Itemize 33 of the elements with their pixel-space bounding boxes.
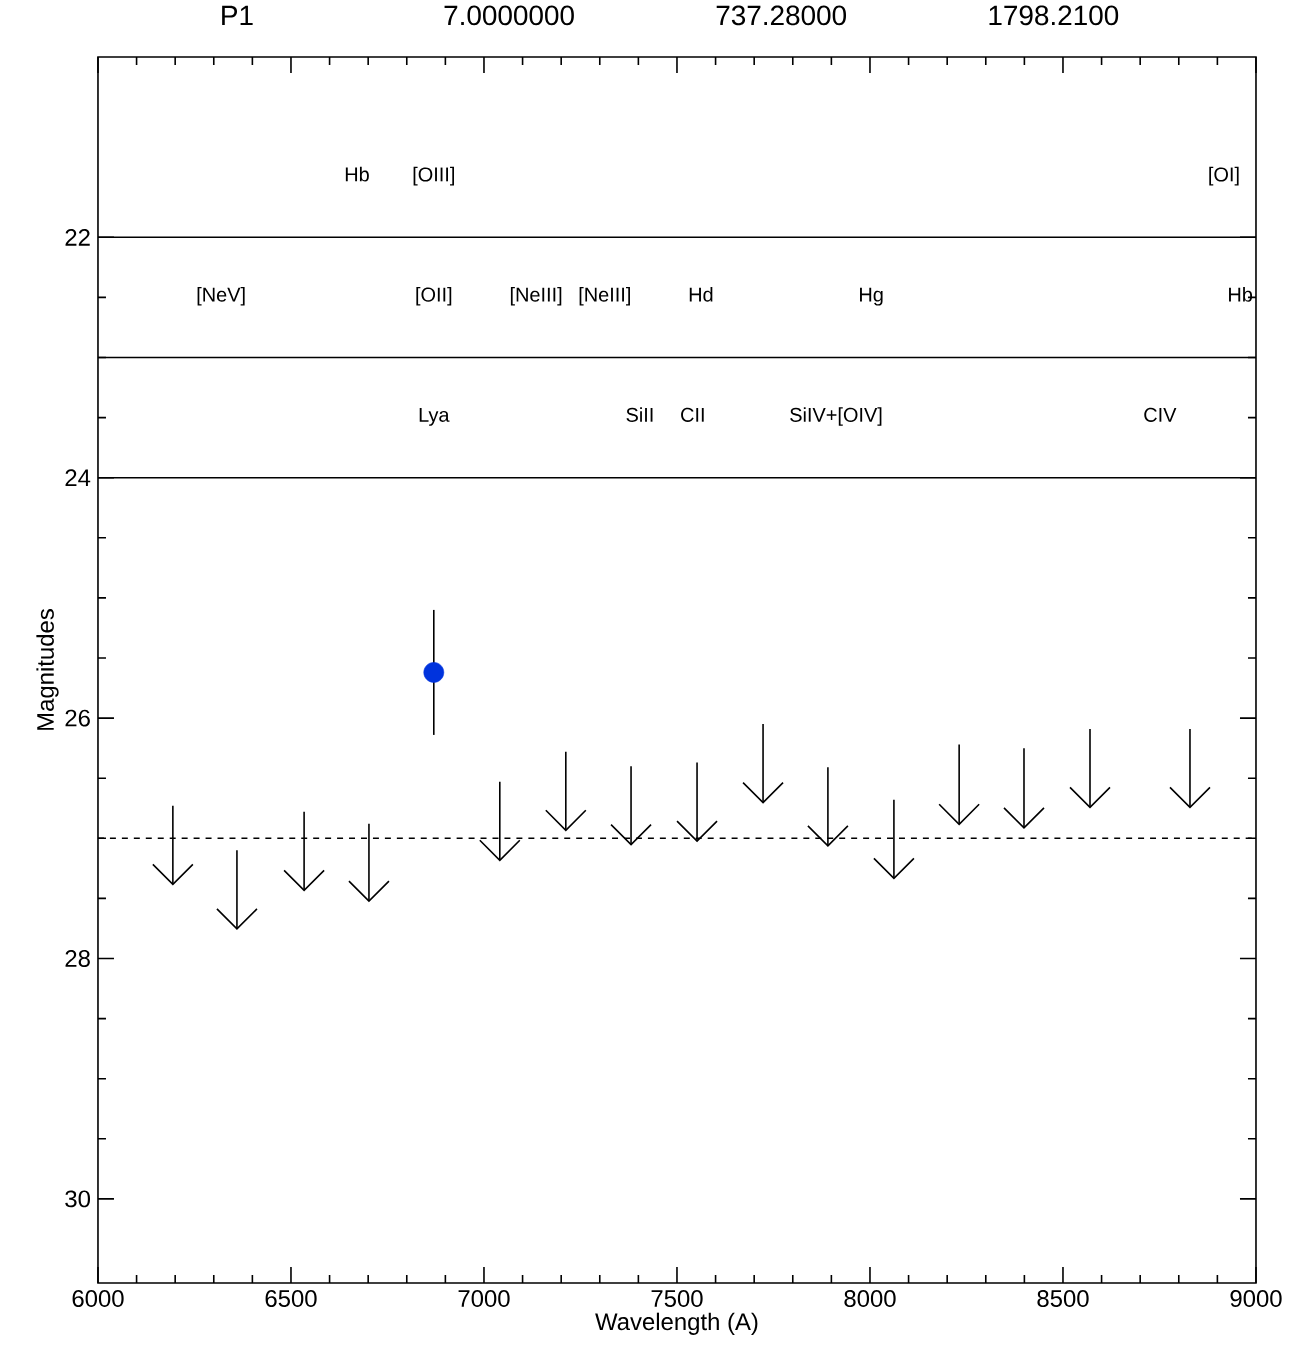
text: P1 (222, 5, 253, 25)
x-tick-label: 7500 (651, 1290, 703, 1307)
x-axis-title: Wavelength (A) (595, 1312, 758, 1335)
text: 737.28000 (716, 5, 847, 26)
text: 7.0000000 (444, 5, 574, 26)
annotation: Hb (345, 166, 369, 182)
annotation: CII (681, 407, 704, 422)
x-tick-label: 7000 (458, 1290, 510, 1307)
annotation: [NeIII] (510, 287, 562, 306)
x-tick-label: 8000 (844, 1290, 896, 1307)
x-tick-label: 6000 (72, 1290, 124, 1307)
y-tick-label: 24 (65, 469, 91, 487)
x-tick-label: 6500 (265, 1290, 317, 1307)
annotation: [OI] (1209, 166, 1239, 186)
x-tick-label: 9000 (1230, 1290, 1282, 1307)
y-axis-title: Magnitudes (36, 609, 59, 730)
y-tick-label: 30 (65, 1190, 91, 1208)
annotation: Hg (860, 287, 883, 306)
text: 1798.2100 (989, 5, 1119, 26)
annotation: SiII (626, 407, 653, 422)
annotation: Hb (1229, 287, 1253, 302)
annotation: [NeIII] (579, 287, 630, 306)
annotation: [NeV] (197, 287, 245, 306)
y-tick-label: 28 (65, 950, 90, 967)
y-tick-label: 26 (65, 709, 90, 727)
x-tick-label: 8500 (1037, 1290, 1089, 1307)
annotation: CIV (1144, 407, 1177, 422)
annotation: [OII] (416, 287, 452, 306)
annotation: [OIII] (413, 166, 454, 186)
y-tick-label: 22 (65, 228, 90, 246)
annotation: Lya (419, 407, 450, 426)
annotation: SiIV+[OIV] (790, 407, 882, 426)
annotation: Hd (689, 287, 713, 302)
